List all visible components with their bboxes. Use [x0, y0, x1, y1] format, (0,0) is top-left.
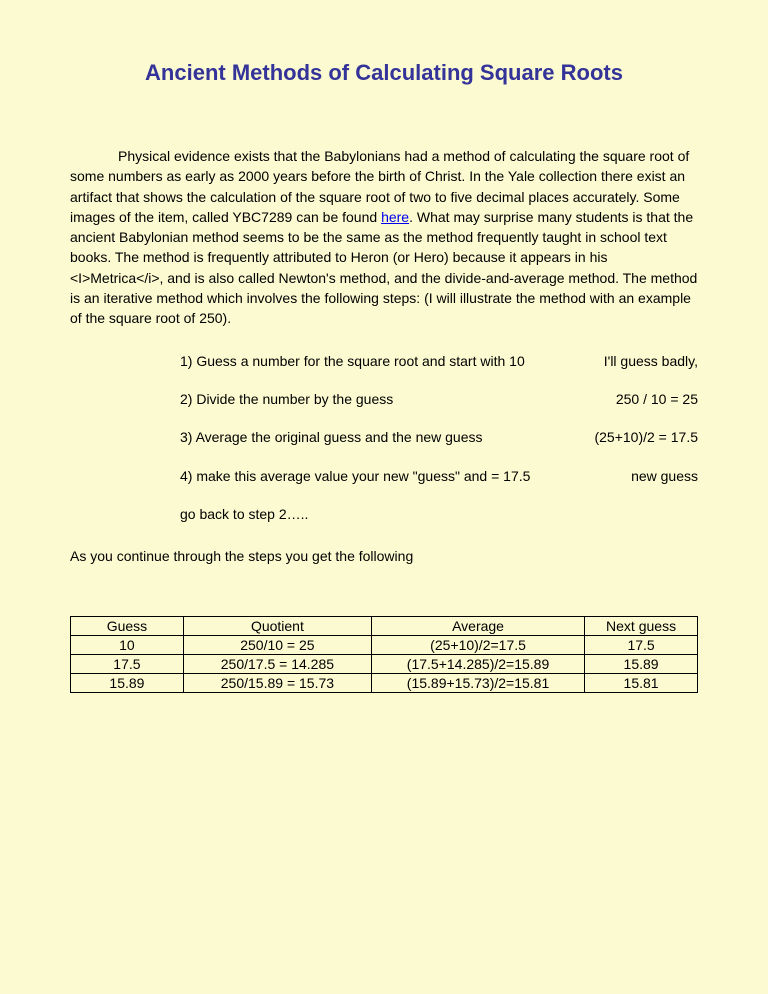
table-cell: 15.89: [71, 674, 184, 693]
table-header: Quotient: [183, 617, 371, 636]
table-cell: (15.89+15.73)/2=15.81: [371, 674, 584, 693]
step-text: 1) Guess a number for the square root an…: [180, 351, 604, 371]
step-text: 4) make this average value your new "gue…: [180, 466, 631, 486]
table-cell: 10: [71, 636, 184, 655]
step-text: 3) Average the original guess and the ne…: [180, 427, 594, 447]
table-cell: (25+10)/2=17.5: [371, 636, 584, 655]
page-title: Ancient Methods of Calculating Square Ro…: [70, 60, 698, 86]
steps-list: 1) Guess a number for the square root an…: [180, 351, 698, 524]
table-header-row: Guess Quotient Average Next guess: [71, 617, 698, 636]
table-cell: 250/17.5 = 14.285: [183, 655, 371, 674]
step-item: 1) Guess a number for the square root an…: [180, 351, 698, 371]
table-header: Next guess: [585, 617, 698, 636]
intro-paragraph: Physical evidence exists that the Babylo…: [70, 146, 698, 329]
table-cell: 17.5: [585, 636, 698, 655]
table-row: 17.5 250/17.5 = 14.285 (17.5+14.285)/2=1…: [71, 655, 698, 674]
step-result: new guess: [631, 466, 698, 486]
intro-text-2: . What may surprise many students is tha…: [70, 209, 697, 326]
step-item: 3) Average the original guess and the ne…: [180, 427, 698, 447]
table-header: Guess: [71, 617, 184, 636]
iteration-table: Guess Quotient Average Next guess 10 250…: [70, 616, 698, 693]
step-result: I'll guess badly,: [604, 351, 698, 371]
step-text: go back to step 2…..: [180, 504, 698, 524]
step-item: 2) Divide the number by the guess 250 / …: [180, 389, 698, 409]
step-result: 250 / 10 = 25: [616, 389, 698, 409]
table-row: 15.89 250/15.89 = 15.73 (15.89+15.73)/2=…: [71, 674, 698, 693]
table-cell: 15.89: [585, 655, 698, 674]
table-cell: 250/15.89 = 15.73: [183, 674, 371, 693]
here-link[interactable]: here: [381, 209, 409, 225]
step-text: 2) Divide the number by the guess: [180, 389, 616, 409]
step-result: (25+10)/2 = 17.5: [594, 427, 698, 447]
table-cell: 17.5: [71, 655, 184, 674]
table-cell: 250/10 = 25: [183, 636, 371, 655]
table-row: 10 250/10 = 25 (25+10)/2=17.5 17.5: [71, 636, 698, 655]
table-cell: 15.81: [585, 674, 698, 693]
table-header: Average: [371, 617, 584, 636]
step-item: 4) make this average value your new "gue…: [180, 466, 698, 486]
step-item: go back to step 2…..: [180, 504, 698, 524]
followup-text: As you continue through the steps you ge…: [70, 546, 698, 566]
table-cell: (17.5+14.285)/2=15.89: [371, 655, 584, 674]
